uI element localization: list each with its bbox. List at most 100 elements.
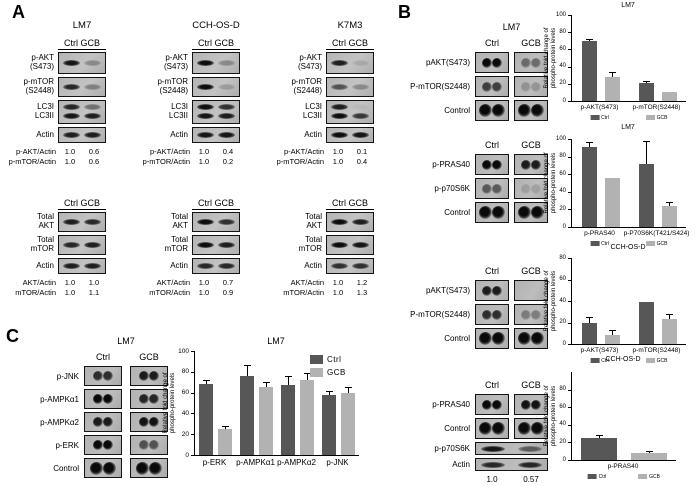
ratio-value: 1.0 [332, 156, 344, 166]
y-tick-label: 20 [559, 438, 566, 445]
blot-image [58, 100, 106, 124]
blot-dot [492, 309, 502, 320]
blot-dot [103, 440, 113, 450]
y-tick-label: 80 [181, 368, 189, 376]
plot-area [571, 15, 686, 102]
ratio-row: p-AKT/Actin 1.0 0.4 [138, 146, 240, 156]
blot-row-label: p-AKT (S473) [163, 53, 188, 71]
blot-dot [139, 394, 149, 404]
ratio-value: 0.6 [88, 146, 100, 156]
blot-row-label: Total mTOR [164, 235, 188, 253]
blot-dot [479, 332, 492, 345]
lane-header-label: GCB [139, 352, 159, 362]
blot-row-label: p-ERK [55, 440, 79, 450]
cell-line-title: CCH-OS-D [192, 20, 240, 31]
blot-dot [492, 206, 505, 219]
legend-label: Ctrl [601, 114, 609, 121]
ratio-row: p-mTOR/Actin 1.0 0.6 [4, 156, 106, 166]
blot-dot [531, 309, 541, 320]
blot-dot [479, 422, 492, 435]
y-tick-label: 20 [559, 319, 566, 325]
protein-band [218, 131, 235, 138]
y-tick-mark [568, 49, 571, 51]
protein-band [352, 113, 369, 119]
y-tick-label: 80 [559, 254, 566, 261]
spacer [26, 352, 84, 364]
bar-ctrl [240, 375, 254, 455]
blot-row-label: Actin [304, 260, 322, 270]
legend-entry: GCB [310, 368, 346, 377]
lane-header: Ctrl GCB [403, 380, 548, 392]
blot-row: Actin [138, 127, 240, 143]
legend-label: Ctrl [601, 357, 609, 364]
blot-dot [139, 371, 149, 381]
bar-gcb [341, 392, 355, 455]
blot-row: p-p70S6K [403, 178, 548, 199]
blot-row-label: Total AKT [305, 212, 322, 230]
x-category-label: p-JNK [326, 458, 349, 467]
y-tick-mark [568, 209, 571, 211]
ratio-label: p-mTOR/Actin [8, 156, 56, 166]
dot-blot-image [130, 412, 168, 432]
blot-dot [482, 159, 492, 170]
error-bar [589, 318, 590, 323]
bar-ctrl [581, 40, 597, 101]
plot-area [194, 351, 359, 456]
blot-dot [482, 399, 492, 410]
blot-dot [492, 399, 502, 410]
lane-header: Ctrl GCB [403, 266, 548, 278]
bar-ctrl [638, 163, 654, 227]
ratio-value: 1.0 [198, 277, 210, 287]
ratio-value: 1.0 [198, 146, 210, 156]
error-bar [669, 203, 670, 206]
lane-header: Ctrl GCB [58, 38, 106, 50]
cell-line-column: K7M3 Ctrl GCB p-AKT (S473) p-mTOR (S2448) LC… [272, 20, 374, 320]
bar-ctrl [638, 302, 654, 344]
lane-header-label: GCB [521, 38, 541, 48]
error-bar-cap [666, 313, 673, 315]
blot-image [326, 212, 374, 232]
dot-blot-image [514, 328, 548, 349]
protein-band [331, 262, 348, 269]
error-bar-cap [666, 202, 673, 204]
dot-blot-image [475, 394, 509, 415]
blot-row: P-mTOR(S2448) [403, 304, 548, 325]
dot-blot-image [514, 280, 548, 301]
y-tick-mark [191, 392, 194, 394]
error-bar-cap [203, 380, 210, 382]
y-tick-mark [568, 442, 571, 444]
ratio-label: AKT/Actin [22, 277, 56, 287]
blot-dot [149, 394, 159, 404]
ctrl-legend-swatch [587, 474, 597, 479]
blot-dot [479, 206, 492, 219]
error-bar-cap [586, 38, 593, 40]
legend-entry: Ctrl [590, 358, 609, 364]
protein-band [352, 59, 369, 66]
y-tick-mark [568, 460, 571, 461]
x-category-label: p-AKT(S473) [580, 347, 619, 354]
blot-row: p-AMPKα1 [26, 389, 168, 409]
y-tick-label: 20 [559, 205, 566, 212]
protein-band [331, 104, 348, 110]
ratio-value: 0.2 [222, 156, 234, 166]
blot-row-label: Total mTOR [30, 235, 54, 253]
blot-image [326, 235, 374, 255]
blot-row-label: Actin [170, 129, 188, 139]
blot-dot [492, 159, 502, 170]
blot-row: LC3I LC3II [4, 100, 106, 124]
blot-row-label: Actin [304, 129, 322, 139]
dot-blot-image [514, 178, 548, 199]
protein-band [197, 262, 214, 269]
blot-dot [103, 461, 116, 475]
lane-header: Ctrl GCB [192, 38, 240, 50]
y-tick-label: 20 [181, 430, 189, 438]
blot-dot [531, 399, 541, 410]
blot-dot [482, 81, 492, 92]
error-bar [348, 388, 349, 393]
protein-band [197, 59, 214, 66]
blot-dot [531, 206, 544, 219]
protein-band [218, 113, 235, 119]
blot-row: Total AKT [272, 212, 374, 232]
bar-gcb [631, 452, 667, 460]
blot-image [192, 235, 240, 255]
